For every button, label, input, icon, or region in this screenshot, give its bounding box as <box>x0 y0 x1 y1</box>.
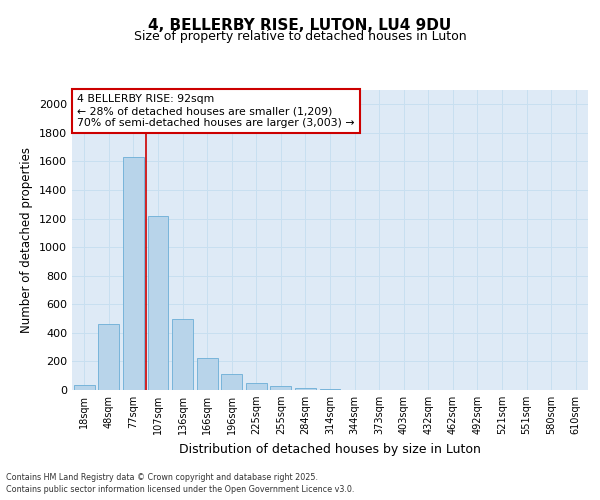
Y-axis label: Number of detached properties: Number of detached properties <box>20 147 34 333</box>
Bar <box>123 157 144 390</box>
Bar <box>172 318 193 390</box>
Text: 4, BELLERBY RISE, LUTON, LU4 9DU: 4, BELLERBY RISE, LUTON, LU4 9DU <box>148 18 452 32</box>
Bar <box>74 385 95 390</box>
Bar <box>295 388 316 390</box>
Bar <box>197 358 218 390</box>
X-axis label: Distribution of detached houses by size in Luton: Distribution of detached houses by size … <box>179 442 481 456</box>
Bar <box>271 386 292 390</box>
Bar <box>148 216 169 390</box>
Bar <box>98 324 119 390</box>
Text: Size of property relative to detached houses in Luton: Size of property relative to detached ho… <box>134 30 466 43</box>
Text: Contains public sector information licensed under the Open Government Licence v3: Contains public sector information licen… <box>6 485 355 494</box>
Bar <box>221 374 242 390</box>
Text: Contains HM Land Registry data © Crown copyright and database right 2025.: Contains HM Land Registry data © Crown c… <box>6 474 318 482</box>
Text: 4 BELLERBY RISE: 92sqm
← 28% of detached houses are smaller (1,209)
70% of semi-: 4 BELLERBY RISE: 92sqm ← 28% of detached… <box>77 94 355 128</box>
Bar <box>320 388 340 390</box>
Bar <box>246 383 267 390</box>
